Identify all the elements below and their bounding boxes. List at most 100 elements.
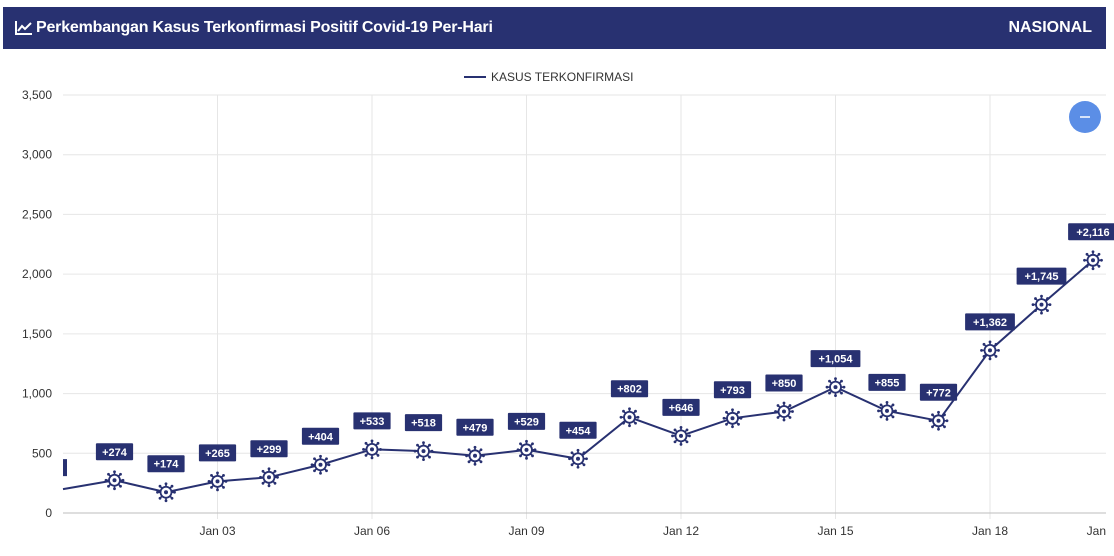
virus-spike-tip — [776, 404, 780, 407]
data-label-box — [559, 421, 597, 439]
data-point-marker[interactable] — [104, 470, 125, 491]
virus-spike-tip — [467, 460, 471, 464]
data-point-marker[interactable] — [1031, 294, 1052, 315]
data-point-marker[interactable] — [465, 445, 485, 466]
x-tick-label: Jan 09 — [508, 524, 544, 538]
virus-core — [936, 418, 941, 423]
virus-spike-tip — [267, 467, 271, 471]
data-label-text: +274 — [102, 447, 128, 459]
data-point-marker[interactable] — [722, 408, 743, 429]
data-label: +518 — [404, 414, 443, 432]
virus-spike-tip — [119, 484, 122, 488]
chart-title: Perkembangan Kasus Terkonfirmasi Positif… — [36, 19, 493, 36]
data-label-box — [1016, 267, 1067, 285]
virus-spike-tip — [931, 425, 934, 429]
virus-core — [318, 462, 323, 467]
data-point-marker[interactable] — [156, 482, 176, 503]
zoom-out-button[interactable] — [1069, 101, 1101, 133]
x-tick-label: Jan 12 — [663, 524, 699, 538]
virus-spike-tip — [170, 496, 174, 500]
virus-spike-tip — [519, 442, 522, 446]
data-label-box — [965, 313, 1015, 331]
data-label-box — [95, 443, 134, 461]
data-label: +1,745 — [1016, 267, 1067, 285]
data-point-marker[interactable] — [877, 400, 897, 421]
virus-spike-tip — [327, 463, 331, 467]
data-point-marker[interactable] — [928, 410, 949, 431]
virus-spike-tip — [840, 391, 843, 395]
virus-spike-tip — [636, 415, 640, 419]
virus-spike-tip — [782, 401, 786, 405]
data-point-marker[interactable] — [825, 377, 846, 398]
virus-spike-tip — [119, 472, 122, 476]
data-label-text: +479 — [463, 422, 488, 434]
data-point-marker[interactable] — [568, 448, 588, 469]
data-point-marker[interactable] — [362, 439, 382, 460]
virus-spike-tip — [739, 416, 743, 420]
virus-spike-tip — [422, 441, 425, 445]
header-title-group: Perkembangan Kasus Terkonfirmasi Positif… — [15, 19, 493, 37]
data-label-text: +299 — [257, 444, 282, 456]
virus-spike-tip — [362, 447, 365, 451]
data-point-marker[interactable] — [516, 439, 537, 460]
virus-spike-tip — [685, 440, 689, 444]
virus-core — [1091, 258, 1095, 263]
virus-spike-tip — [376, 453, 380, 457]
data-label: +299 — [250, 440, 288, 458]
data-label-text: +802 — [617, 384, 642, 396]
x-tick-label: Jan — [1087, 524, 1106, 538]
data-point-marker[interactable] — [980, 340, 1000, 361]
virus-spike-tip — [533, 448, 537, 452]
virus-spike-tip — [1046, 309, 1049, 313]
data-point-marker[interactable] — [619, 407, 640, 428]
virus-spike-tip — [982, 342, 986, 346]
virus-spike-tip — [465, 454, 468, 458]
virus-spike-tip — [113, 470, 116, 474]
virus-spike-tip — [164, 482, 168, 486]
data-label: +2,116 — [1068, 223, 1114, 241]
virus-core — [679, 433, 683, 438]
virus-spike-tip — [516, 448, 520, 452]
data-point-marker[interactable] — [259, 467, 279, 488]
x-tick-label: Jan 06 — [354, 524, 390, 538]
data-label: +174 — [147, 455, 185, 473]
line-chart: KASUS TERKONFIRMASI 0 500 1,000 1,500 2,000 2… — [22, 70, 1114, 538]
virus-spike-tip — [158, 496, 162, 500]
virus-core — [730, 416, 735, 421]
virus-spike-tip — [568, 457, 571, 461]
data-label-box — [198, 444, 237, 462]
virus-spike-tip — [937, 427, 940, 431]
virus-spike-tip — [261, 469, 265, 473]
virus-spike-tip — [688, 434, 691, 438]
virus-spike-tip — [319, 454, 322, 458]
data-label: +850 — [765, 374, 803, 392]
data-point-marker[interactable] — [774, 401, 794, 422]
virus-spike-tip — [364, 453, 368, 457]
minus-icon — [1080, 116, 1090, 118]
virus-core — [112, 478, 117, 483]
virus-spike-tip — [1046, 297, 1049, 300]
virus-spike-tip — [825, 385, 829, 389]
data-label-text: +772 — [926, 387, 951, 399]
data-point-marker[interactable] — [1083, 250, 1103, 271]
data-label: +529 — [507, 412, 546, 430]
virus-spike-tip — [891, 403, 895, 407]
virus-core — [988, 348, 992, 353]
data-point-marker[interactable] — [413, 441, 434, 462]
data-point-marker[interactable] — [310, 454, 331, 475]
virus-spike-tip — [679, 425, 683, 429]
virus-spike-tip — [413, 449, 417, 453]
data-point-marker[interactable] — [671, 425, 691, 446]
data-label: +404 — [301, 427, 340, 445]
data-label-text: +404 — [308, 431, 334, 443]
virus-spike-tip — [173, 490, 176, 494]
y-tick-label: 2,500 — [22, 207, 52, 221]
virus-spike-tip — [634, 421, 637, 425]
data-label-text: +174 — [154, 459, 180, 471]
chart-header: Perkembangan Kasus Terkonfirmasi Positif… — [3, 7, 1106, 49]
virus-core — [833, 385, 838, 390]
virus-spike-tip — [104, 478, 108, 482]
virus-spike-tip — [943, 425, 946, 429]
virus-spike-tip — [1091, 250, 1095, 254]
data-point-marker[interactable] — [207, 471, 228, 492]
